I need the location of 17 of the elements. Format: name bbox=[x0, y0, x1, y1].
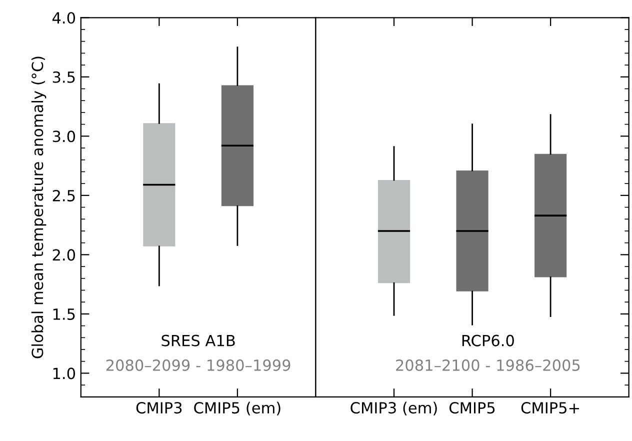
y-tick-label: 1.5 bbox=[53, 308, 75, 320]
x-tick-label: CMIP5 bbox=[449, 402, 495, 414]
annotation: 2081–2100 - 1986–2005 bbox=[396, 359, 580, 371]
y-tick-label: 3.0 bbox=[52, 130, 76, 142]
x-tick-label: CMIP3 (em) bbox=[350, 402, 437, 416]
x-tick-label: CMIP5 (em) bbox=[194, 402, 280, 416]
y-tick-label: 3.5 bbox=[52, 71, 75, 83]
y-tick-label: 2.5 bbox=[52, 190, 75, 202]
x-tick-label: CMIP5+ bbox=[521, 402, 579, 414]
y-axis-title: Global mean temperature anomaly (°C) bbox=[31, 56, 46, 358]
y-tick-label: 1.0 bbox=[53, 368, 76, 380]
y-tick-label: 4.0 bbox=[52, 12, 76, 24]
annotation: SRES A1B bbox=[162, 334, 235, 346]
annotation: 2080–2099 - 1980–1999 bbox=[106, 359, 290, 371]
annotation: RCP6.0 bbox=[462, 334, 514, 346]
y-tick-label: 2.0 bbox=[52, 249, 76, 261]
x-tick-label: CMIP3 bbox=[136, 402, 182, 414]
